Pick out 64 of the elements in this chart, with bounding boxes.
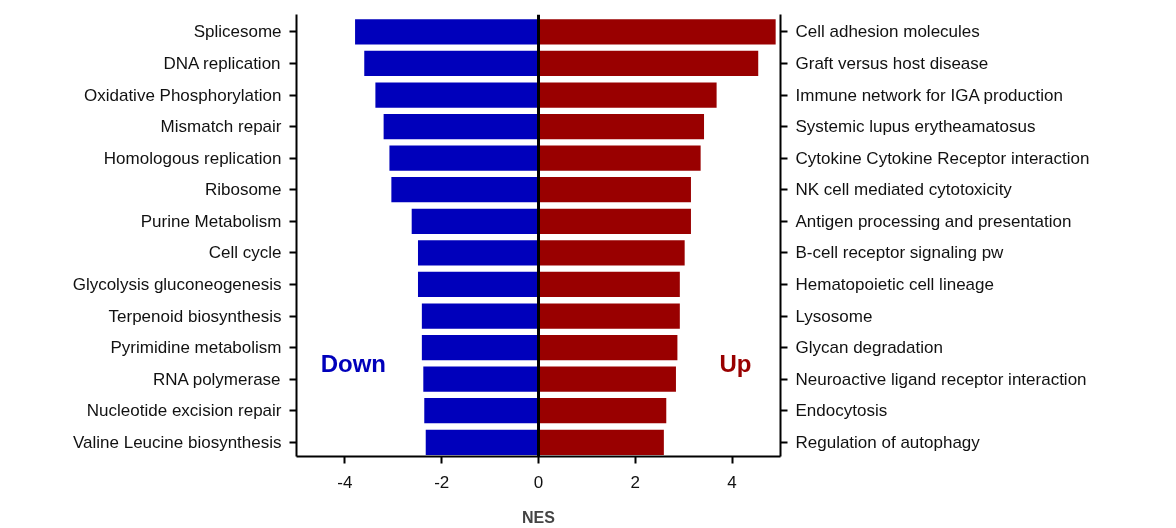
bar bbox=[538, 240, 685, 266]
y-tick-label: Oxidative Phosphorylation bbox=[84, 85, 282, 105]
bar bbox=[425, 429, 539, 455]
bar bbox=[538, 208, 691, 234]
x-tick-label: 2 bbox=[630, 472, 641, 492]
bar bbox=[538, 19, 776, 45]
y2-tick-label: B-cell receptor signaling pw bbox=[795, 243, 1005, 263]
y-tick-label: DNA replication bbox=[163, 53, 281, 73]
y-tick-label: Glycolysis gluconeogenesis bbox=[72, 274, 282, 294]
y-tick-label: Purine Metabolism bbox=[140, 211, 282, 231]
bar bbox=[421, 334, 539, 361]
bar bbox=[417, 271, 539, 298]
y-tick-label: RNA polymerase bbox=[153, 369, 281, 389]
x-tick-label: -2 bbox=[434, 472, 450, 492]
bar bbox=[538, 303, 680, 329]
bar bbox=[538, 271, 680, 298]
bar bbox=[538, 82, 717, 108]
bar bbox=[355, 19, 539, 45]
y2-tick-label: Lysosome bbox=[795, 306, 873, 326]
bar bbox=[389, 145, 539, 171]
y2-tick-label: Antigen processing and presentation bbox=[795, 211, 1072, 231]
y-tick-label: Ribosome bbox=[204, 180, 282, 200]
y2-tick-label: Hematopoietic cell lineage bbox=[795, 274, 994, 294]
x-tick-label: -4 bbox=[337, 472, 353, 492]
y-tick-label: Valine Leucine biosynthesis bbox=[72, 432, 282, 452]
bar bbox=[364, 50, 539, 77]
bar bbox=[538, 429, 664, 455]
bar bbox=[538, 113, 705, 140]
bar bbox=[421, 303, 539, 329]
y2-tick-label: Immune network for IGA production bbox=[795, 85, 1063, 105]
x-tick-label: 4 bbox=[727, 472, 737, 492]
y2-tick-label: Cell adhesion molecules bbox=[795, 22, 980, 42]
y-tick-label: Cell cycle bbox=[208, 243, 282, 263]
bar bbox=[538, 177, 691, 203]
bar bbox=[411, 208, 539, 234]
series-label: Up bbox=[719, 349, 752, 377]
y2-tick-label: Neuroactive ligand receptor interaction bbox=[795, 369, 1087, 389]
y-tick-label: Pyrimidine metabolism bbox=[110, 338, 282, 358]
y-tick-label: Terpenoid biosynthesis bbox=[108, 306, 282, 326]
x-tick-label: 0 bbox=[533, 472, 544, 492]
y-tick-label: Nucleotide excision repair bbox=[86, 401, 282, 421]
bar bbox=[538, 366, 676, 392]
y2-tick-label: Endocytosis bbox=[795, 401, 888, 421]
bar bbox=[375, 82, 539, 108]
bar bbox=[538, 398, 667, 424]
y2-tick-label: Regulation of autophagy bbox=[795, 432, 981, 452]
bar bbox=[538, 50, 759, 77]
y2-tick-label: Graft versus host disease bbox=[795, 53, 989, 73]
bar bbox=[391, 177, 539, 203]
bar bbox=[423, 366, 539, 392]
x-axis-title: NES bbox=[522, 508, 556, 526]
bar bbox=[383, 113, 539, 140]
bar bbox=[424, 398, 539, 424]
y-tick-label: Splicesome bbox=[193, 22, 282, 42]
y2-tick-label: Cytokine Cytokine Receptor interaction bbox=[795, 148, 1090, 168]
y2-tick-label: Systemic lupus erytheamatosus bbox=[795, 117, 1036, 137]
series-label: Down bbox=[320, 349, 387, 377]
y2-tick-label: Glycan degradation bbox=[795, 338, 943, 358]
bar bbox=[538, 334, 678, 361]
bar bbox=[538, 145, 701, 171]
y-tick-label: Mismatch repair bbox=[160, 117, 282, 137]
bar bbox=[417, 240, 539, 266]
y-tick-label: Homologous replication bbox=[103, 148, 282, 168]
y2-tick-label: NK cell mediated cytotoxicity bbox=[795, 180, 1013, 200]
